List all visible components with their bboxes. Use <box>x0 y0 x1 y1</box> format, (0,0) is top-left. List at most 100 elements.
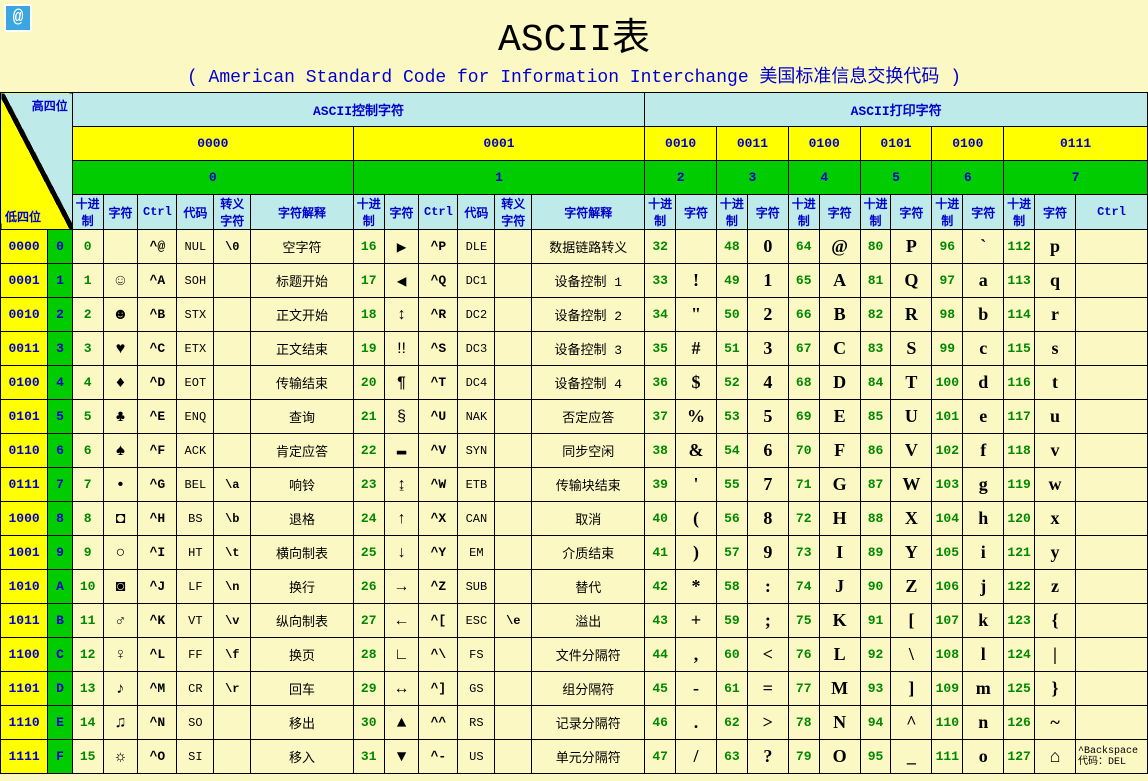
diag-cell: 高四位 低四位 <box>1 93 73 230</box>
dec-cell: 79 <box>788 740 819 774</box>
dec-cell: 56 <box>717 502 748 536</box>
dec-cell: 8 <box>72 502 103 536</box>
dec-cell: 64 <box>788 230 819 264</box>
esc-cell <box>214 706 251 740</box>
colhdr-print0-1: 字符 <box>676 195 717 230</box>
char-cell: ‼ <box>384 332 419 366</box>
ctrl-cell: ^N <box>138 706 177 740</box>
esc-cell: \n <box>214 570 251 604</box>
char-cell: ? <box>747 740 788 774</box>
dec-cell: 94 <box>860 706 891 740</box>
ctrl-cell: ^\ <box>419 638 458 672</box>
char-cell: ↨ <box>384 468 419 502</box>
table-row: 010044♦^DEOT传输结束20¶^TDC4设备控制 436$52468D8… <box>1 366 1148 400</box>
esc-cell: \e <box>495 604 532 638</box>
page-subtitle: ( American Standard Code for Information… <box>0 62 1148 92</box>
ctrl-cell: ^A <box>138 264 177 298</box>
code-cell: CAN <box>458 502 495 536</box>
esc-cell <box>495 638 532 672</box>
code-cell: STX <box>177 298 214 332</box>
highbit-5: 0101 <box>860 127 932 161</box>
esc-cell <box>495 230 532 264</box>
char-cell: J <box>819 570 860 604</box>
char-cell: 4 <box>747 366 788 400</box>
dec-cell: 32 <box>645 230 676 264</box>
esc-cell <box>495 468 532 502</box>
colhdr-print1-1: 字符 <box>747 195 788 230</box>
dec-cell: 61 <box>717 672 748 706</box>
colhdr-print0-0: 十进制 <box>645 195 676 230</box>
colhdr-ctrl1-3: 代码 <box>458 195 495 230</box>
char-cell: C <box>819 332 860 366</box>
char-cell: b <box>963 298 1004 332</box>
code-cell: DC2 <box>458 298 495 332</box>
lowbit-hex: 7 <box>48 468 73 502</box>
char-cell: U <box>891 400 932 434</box>
dec-cell: 29 <box>353 672 384 706</box>
dec-cell: 43 <box>645 604 676 638</box>
lowbit-hex: 5 <box>48 400 73 434</box>
ctrl-cell: ^T <box>419 366 458 400</box>
code-cell: HT <box>177 536 214 570</box>
dec-cell: 87 <box>860 468 891 502</box>
dec-cell: 73 <box>788 536 819 570</box>
dec-cell: 23 <box>353 468 384 502</box>
ctrl-cell: ^I <box>138 536 177 570</box>
char-cell: Q <box>891 264 932 298</box>
char-cell: > <box>747 706 788 740</box>
dec-cell: 1 <box>72 264 103 298</box>
char-cell: q <box>1034 264 1075 298</box>
dec-cell: 15 <box>72 740 103 774</box>
char-cell: ; <box>747 604 788 638</box>
ctrl-cell: ^B <box>138 298 177 332</box>
desc-cell: 横向制表 <box>251 536 354 570</box>
char-cell: p <box>1034 230 1075 264</box>
dec-cell: 10 <box>72 570 103 604</box>
lowbit-bin: 1100 <box>1 638 48 672</box>
ctrl-cell: ^P <box>419 230 458 264</box>
dec-cell: 31 <box>353 740 384 774</box>
table-row: 010155♣^EENQ查询21§^UNAK否定应答37%53569E85U10… <box>1 400 1148 434</box>
code-cell: BEL <box>177 468 214 502</box>
desc-cell: 正文结束 <box>251 332 354 366</box>
dec-cell: 36 <box>645 366 676 400</box>
char-cell: ^ <box>891 706 932 740</box>
dec-cell: 95 <box>860 740 891 774</box>
desc-cell: 空字符 <box>251 230 354 264</box>
table-row: 000000^@NUL\0空字符16▶^PDLE数据链路转义32 48064@8… <box>1 230 1148 264</box>
code-cell: SO <box>177 706 214 740</box>
desc-cell: 正文开始 <box>251 298 354 332</box>
colhdr-print3-0: 十进制 <box>860 195 891 230</box>
ctrl-cell: ^@ <box>138 230 177 264</box>
highhex-7: 7 <box>1004 161 1148 195</box>
char-cell: 1 <box>747 264 788 298</box>
code-cell: US <box>458 740 495 774</box>
char-cell: * <box>676 570 717 604</box>
dec-cell: 49 <box>717 264 748 298</box>
ctrl-cell: ^K <box>138 604 177 638</box>
dec-cell: 109 <box>932 672 963 706</box>
table-row: 1110E14♫^NSO移出30▲^^RS记录分隔符46.62>78N94^11… <box>1 706 1148 740</box>
char-cell: ▶ <box>384 230 419 264</box>
dec-cell: 71 <box>788 468 819 502</box>
char-cell: ( <box>676 502 717 536</box>
highbit-4: 0100 <box>788 127 860 161</box>
esc-cell <box>214 264 251 298</box>
desc-cell: 文件分隔符 <box>532 638 645 672</box>
ctrl-cell: ^D <box>138 366 177 400</box>
char-cell: ) <box>676 536 717 570</box>
dec-cell: 46 <box>645 706 676 740</box>
dec-cell: 57 <box>717 536 748 570</box>
dec-cell: 117 <box>1004 400 1035 434</box>
dec-cell: 97 <box>932 264 963 298</box>
char-cell: @ <box>819 230 860 264</box>
code-cell: VT <box>177 604 214 638</box>
dec-cell: 58 <box>717 570 748 604</box>
dec-cell: 47 <box>645 740 676 774</box>
ctrl-cell: ^Q <box>419 264 458 298</box>
char-cell: ◘ <box>103 502 138 536</box>
dec-cell: 2 <box>72 298 103 332</box>
highhex-4: 4 <box>788 161 860 195</box>
char-cell: | <box>1034 638 1075 672</box>
code-cell: FF <box>177 638 214 672</box>
